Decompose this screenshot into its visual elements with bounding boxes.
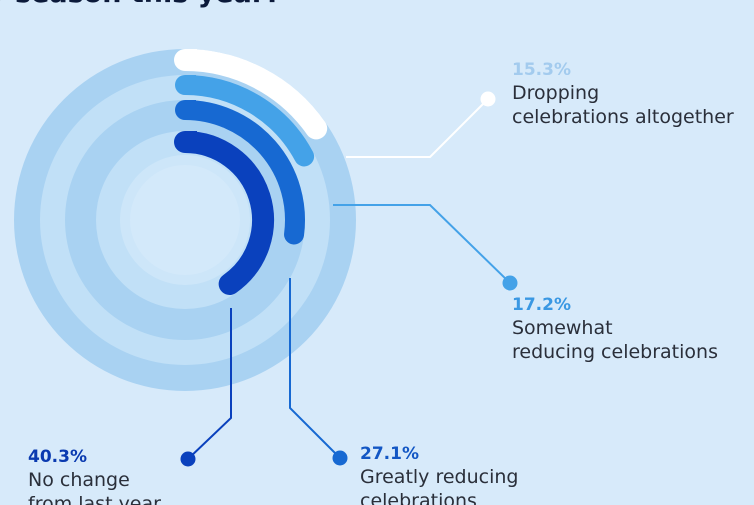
callout-line-1 (346, 98, 489, 158)
callout-dot-2 (502, 275, 518, 291)
value-label-3: 27.1% (360, 444, 419, 464)
value-label-2: 17.2% (512, 295, 571, 315)
value-label-1: 15.3% (512, 60, 571, 80)
chart-title: y season this year? (0, 0, 281, 9)
callout-line-3 (289, 278, 341, 459)
category-label-4-line-1: No change (28, 469, 130, 491)
category-label-2-line-2: reducing celebrations (512, 341, 718, 363)
category-label-3-line-2: celebrations (360, 490, 477, 505)
center-disc (130, 165, 240, 275)
bar-arc-3 (175, 100, 305, 245)
callout-dot-3 (332, 450, 348, 466)
value-label-4: 40.3% (28, 447, 87, 467)
bar-arc-4 (174, 131, 274, 295)
bar-arc-start-4 (185, 131, 197, 153)
category-label-1-line-1: Dropping (512, 82, 599, 104)
category-label-3-line-1: Greatly reducing (360, 466, 518, 488)
callout-line-2 (333, 204, 511, 284)
category-label-2-line-1: Somewhat (512, 317, 613, 339)
callout-line-4 (187, 308, 232, 460)
category-label-1-line-2: celebrations altogether (512, 106, 734, 128)
bar-arc-start-2 (185, 75, 196, 95)
callout-dot-4 (180, 451, 196, 467)
callouts (180, 91, 518, 467)
bar-arc-2 (175, 75, 315, 167)
callout-dot-1 (480, 91, 496, 107)
bar-arc-start-1 (185, 49, 197, 71)
bar-arc-start-3 (185, 100, 196, 120)
bar-arc-1 (174, 49, 328, 140)
ring-bars (174, 49, 328, 295)
category-label-4-line-2: from last year (28, 493, 161, 505)
